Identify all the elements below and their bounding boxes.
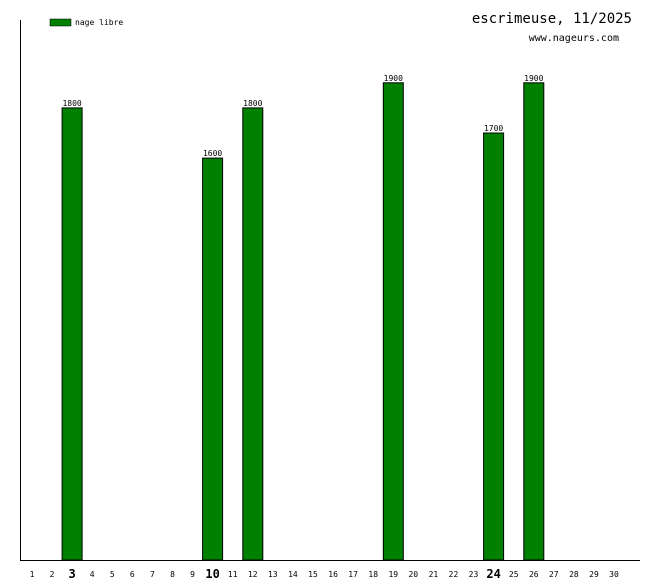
bar-value-label: 1800 bbox=[243, 99, 262, 108]
x-tick-label: 10 bbox=[205, 567, 219, 580]
bar-value-label: 1900 bbox=[524, 74, 543, 83]
x-tick-label: 7 bbox=[150, 570, 155, 579]
x-tick-label: 15 bbox=[308, 570, 318, 579]
x-tick-label: 6 bbox=[130, 570, 135, 579]
chart-title: escrimeuse, 11/2025 bbox=[472, 11, 632, 27]
x-tick-label: 17 bbox=[348, 570, 358, 579]
x-tick-label: 23 bbox=[469, 570, 479, 579]
x-tick-label: 22 bbox=[449, 570, 459, 579]
x-tick-label: 14 bbox=[288, 570, 298, 579]
x-tick-label: 9 bbox=[190, 570, 195, 579]
bar-day-24 bbox=[483, 132, 505, 561]
bar-value-label: 1600 bbox=[203, 149, 222, 158]
x-tick-label: 20 bbox=[408, 570, 418, 579]
x-tick-label: 28 bbox=[569, 570, 579, 579]
x-tick-label: 25 bbox=[509, 570, 519, 579]
x-tick-labels: 1 2 3 4 5 6 7 8 9 10 11 12 13 14 15 16 17 18 19 20 21 22 23 24 2… bbox=[30, 567, 619, 580]
x-tick-label: 29 bbox=[589, 570, 599, 579]
bar-day-26 bbox=[523, 82, 545, 561]
bar-value-label: 1900 bbox=[384, 74, 403, 83]
x-tick-label: 24 bbox=[486, 567, 500, 580]
bar-value-label: 1700 bbox=[484, 124, 503, 133]
x-tick-label: 26 bbox=[529, 570, 539, 579]
bar-day-19 bbox=[382, 82, 404, 561]
x-tick-label: 4 bbox=[90, 570, 95, 579]
x-tick-label: 16 bbox=[328, 570, 338, 579]
legend-swatch bbox=[49, 18, 72, 27]
x-tick-label: 1 bbox=[30, 570, 35, 579]
x-tick-label: 13 bbox=[268, 570, 278, 579]
x-tick-label: 2 bbox=[50, 570, 55, 579]
x-tick-label: 12 bbox=[248, 570, 258, 579]
bar-day-12 bbox=[242, 107, 264, 561]
bar-day-10 bbox=[202, 157, 224, 561]
x-tick-label: 21 bbox=[429, 570, 439, 579]
legend: nage libre bbox=[49, 18, 123, 27]
x-tick-label: 19 bbox=[388, 570, 398, 579]
plot-area: 1800 1600 1800 1900 1700 1900 bbox=[61, 74, 545, 561]
chart-subtitle: www.nageurs.com bbox=[529, 33, 619, 44]
x-tick-label: 8 bbox=[170, 570, 175, 579]
x-tick-label: 3 bbox=[68, 567, 75, 580]
x-tick-label: 11 bbox=[228, 570, 238, 579]
legend-label: nage libre bbox=[75, 18, 123, 27]
x-tick-label: 18 bbox=[368, 570, 378, 579]
bar-day-3 bbox=[61, 107, 83, 561]
x-tick-label: 27 bbox=[549, 570, 559, 579]
bar-value-label: 1800 bbox=[62, 99, 81, 108]
x-tick-label: 30 bbox=[609, 570, 619, 579]
x-tick-label: 5 bbox=[110, 570, 115, 579]
